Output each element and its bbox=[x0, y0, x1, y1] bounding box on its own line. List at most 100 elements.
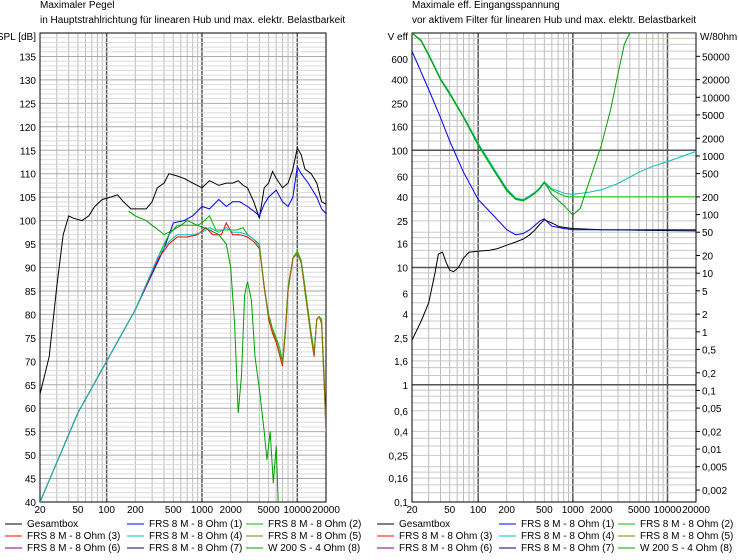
y-tick-label: 100 bbox=[19, 217, 36, 228]
y-tick-label: 40 bbox=[25, 498, 37, 509]
legend-label: FRS 8 M - 8 Ohm (5) bbox=[640, 531, 733, 542]
y-tick-label: 120 bbox=[19, 123, 36, 134]
x-tick-label: 100 bbox=[470, 505, 487, 516]
y2-tick-label: 0,02 bbox=[702, 427, 722, 438]
legend-label: FRS 8 M - 8 Ohm (6) bbox=[27, 543, 120, 554]
volt-title: Maximale eff. Eingangsspannung bbox=[412, 0, 560, 11]
legend-label: Gesamtbox bbox=[399, 519, 450, 530]
y-tick-label: 110 bbox=[20, 170, 36, 181]
y-tick-label: 130 bbox=[19, 76, 36, 87]
y2-tick-label: 200 bbox=[702, 193, 719, 204]
y-tick-label: 400 bbox=[391, 76, 408, 87]
y-tick-label: 0,16 bbox=[389, 474, 409, 485]
y2-tick-label: 10 bbox=[702, 269, 714, 280]
x-tick-label: 1000 bbox=[191, 505, 214, 516]
x-tick-label: 200 bbox=[127, 505, 144, 516]
x-tick-label: 20 bbox=[406, 505, 418, 516]
series-line-9 bbox=[128, 210, 279, 502]
volt-legend: Gesamtbox FRS 8 M - 8 Ohm (1) FRS 8 M - 8 … bbox=[377, 519, 733, 554]
x-tick-label: 10000 bbox=[283, 505, 311, 516]
y2-tick-label: 0,005 bbox=[702, 463, 727, 474]
series-line-5 bbox=[40, 226, 260, 502]
y-tick-label: 250 bbox=[391, 100, 408, 111]
legend-label: FRS 8 M - 8 Ohm (3) bbox=[27, 531, 120, 542]
x-tick-label: 50 bbox=[444, 505, 456, 516]
y-tick-label: 75 bbox=[25, 334, 37, 345]
x-tick-label: 2000 bbox=[220, 505, 243, 516]
legend-label: Gesamtbox bbox=[27, 519, 78, 530]
volt-grid bbox=[411, 32, 697, 503]
series-line-1 bbox=[412, 219, 696, 341]
y-tick-label: 0,25 bbox=[389, 451, 409, 462]
y-tick-label: 45 bbox=[25, 475, 37, 486]
legend-label: FRS 8 M - 8 Ohm (5) bbox=[268, 531, 361, 542]
volt-y2-axis-label: W/80hm bbox=[700, 32, 737, 43]
volt-series-group bbox=[412, 33, 696, 341]
spl-grid bbox=[39, 32, 327, 503]
legend-label: FRS 8 M - 8 Ohm (7) bbox=[149, 543, 242, 554]
legend-label: FRS 8 M - 8 Ohm (1) bbox=[521, 519, 614, 530]
y-tick-label: 600 bbox=[391, 55, 408, 66]
spl-y-axis-label: SPL [dB] bbox=[0, 32, 36, 43]
x-tick-label: 500 bbox=[165, 505, 182, 516]
y2-tick-label: 50 bbox=[702, 228, 714, 239]
y2-tick-label: 5000 bbox=[702, 111, 725, 122]
volt-plot-frame bbox=[411, 32, 697, 503]
series-line-6 bbox=[258, 246, 326, 432]
y-tick-label: 16 bbox=[397, 240, 409, 251]
y-tick-label: 40 bbox=[397, 193, 409, 204]
y2-tick-label: 0,5 bbox=[702, 345, 716, 356]
legend-label: FRS 8 M - 8 Ohm (4) bbox=[521, 531, 614, 542]
y-tick-label: 135 bbox=[19, 52, 36, 63]
y2-tick-label: 10000 bbox=[702, 93, 730, 104]
legend-label: FRS 8 M - 8 Ohm (6) bbox=[399, 543, 492, 554]
x-tick-label: 100 bbox=[98, 505, 115, 516]
y-tick-label: 95 bbox=[25, 240, 37, 251]
legend-label: W 200 S - 4 Ohm (8) bbox=[268, 543, 360, 554]
y-tick-label: 160 bbox=[391, 122, 408, 133]
y2-tick-label: 0,1 bbox=[702, 386, 716, 397]
y-tick-label: 70 bbox=[25, 357, 37, 368]
volt-y-axis-label: V eff bbox=[388, 32, 409, 43]
y2-tick-label: 1000 bbox=[702, 152, 725, 163]
y-tick-label: 10 bbox=[397, 264, 409, 275]
series-line-5 bbox=[412, 33, 696, 201]
series-line-2 bbox=[412, 51, 696, 236]
y-tick-label: 105 bbox=[19, 193, 36, 204]
y2-tick-label: 0,01 bbox=[702, 445, 722, 456]
x-tick-label: 20000 bbox=[312, 505, 340, 516]
y2-tick-label: 0,2 bbox=[702, 369, 716, 380]
x-tick-label: 5000 bbox=[257, 505, 280, 516]
y-tick-label: 4 bbox=[402, 310, 408, 321]
x-tick-label: 5000 bbox=[628, 505, 651, 516]
y2-tick-label: 100 bbox=[702, 211, 719, 222]
series-line-9 bbox=[412, 33, 696, 216]
y2-tick-label: 0,002 bbox=[702, 486, 727, 497]
y-tick-label: 60 bbox=[397, 172, 409, 183]
legend-label: FRS 8 M - 8 Ohm (3) bbox=[399, 531, 492, 542]
series-line-2 bbox=[40, 165, 326, 502]
y2-tick-label: 50000 bbox=[702, 52, 730, 63]
y-tick-label: 50 bbox=[25, 451, 37, 462]
x-tick-label: 50 bbox=[72, 505, 84, 516]
spl-subtitle: in Hauptstrahlrichtung für linearen Hub … bbox=[40, 15, 345, 26]
y-tick-label: 25 bbox=[397, 217, 409, 228]
series-line-3 bbox=[412, 33, 696, 202]
y2-tick-label: 1 bbox=[702, 328, 708, 339]
legend-label: FRS 8 M - 8 Ohm (1) bbox=[149, 519, 242, 530]
y2-tick-label: 500 bbox=[702, 170, 719, 181]
x-tick-label: 200 bbox=[498, 505, 515, 516]
y2-tick-label: 2 bbox=[702, 310, 708, 321]
x-tick-label: 500 bbox=[536, 505, 553, 516]
y-tick-label: 1 bbox=[402, 381, 408, 392]
spl-title: Maximaler Pegel bbox=[40, 0, 114, 11]
legend-label: FRS 8 M - 8 Ohm (2) bbox=[268, 519, 361, 530]
y-tick-label: 115 bbox=[20, 146, 36, 157]
y2-tick-label: 2000 bbox=[702, 134, 725, 145]
y-tick-label: 2,5 bbox=[394, 334, 408, 345]
y2-tick-label: 5 bbox=[702, 287, 708, 298]
y-tick-label: 0,6 bbox=[394, 407, 408, 418]
spl-series-group bbox=[40, 146, 326, 502]
legend-label: W 200 S - 4 Ohm (8) bbox=[640, 543, 732, 554]
